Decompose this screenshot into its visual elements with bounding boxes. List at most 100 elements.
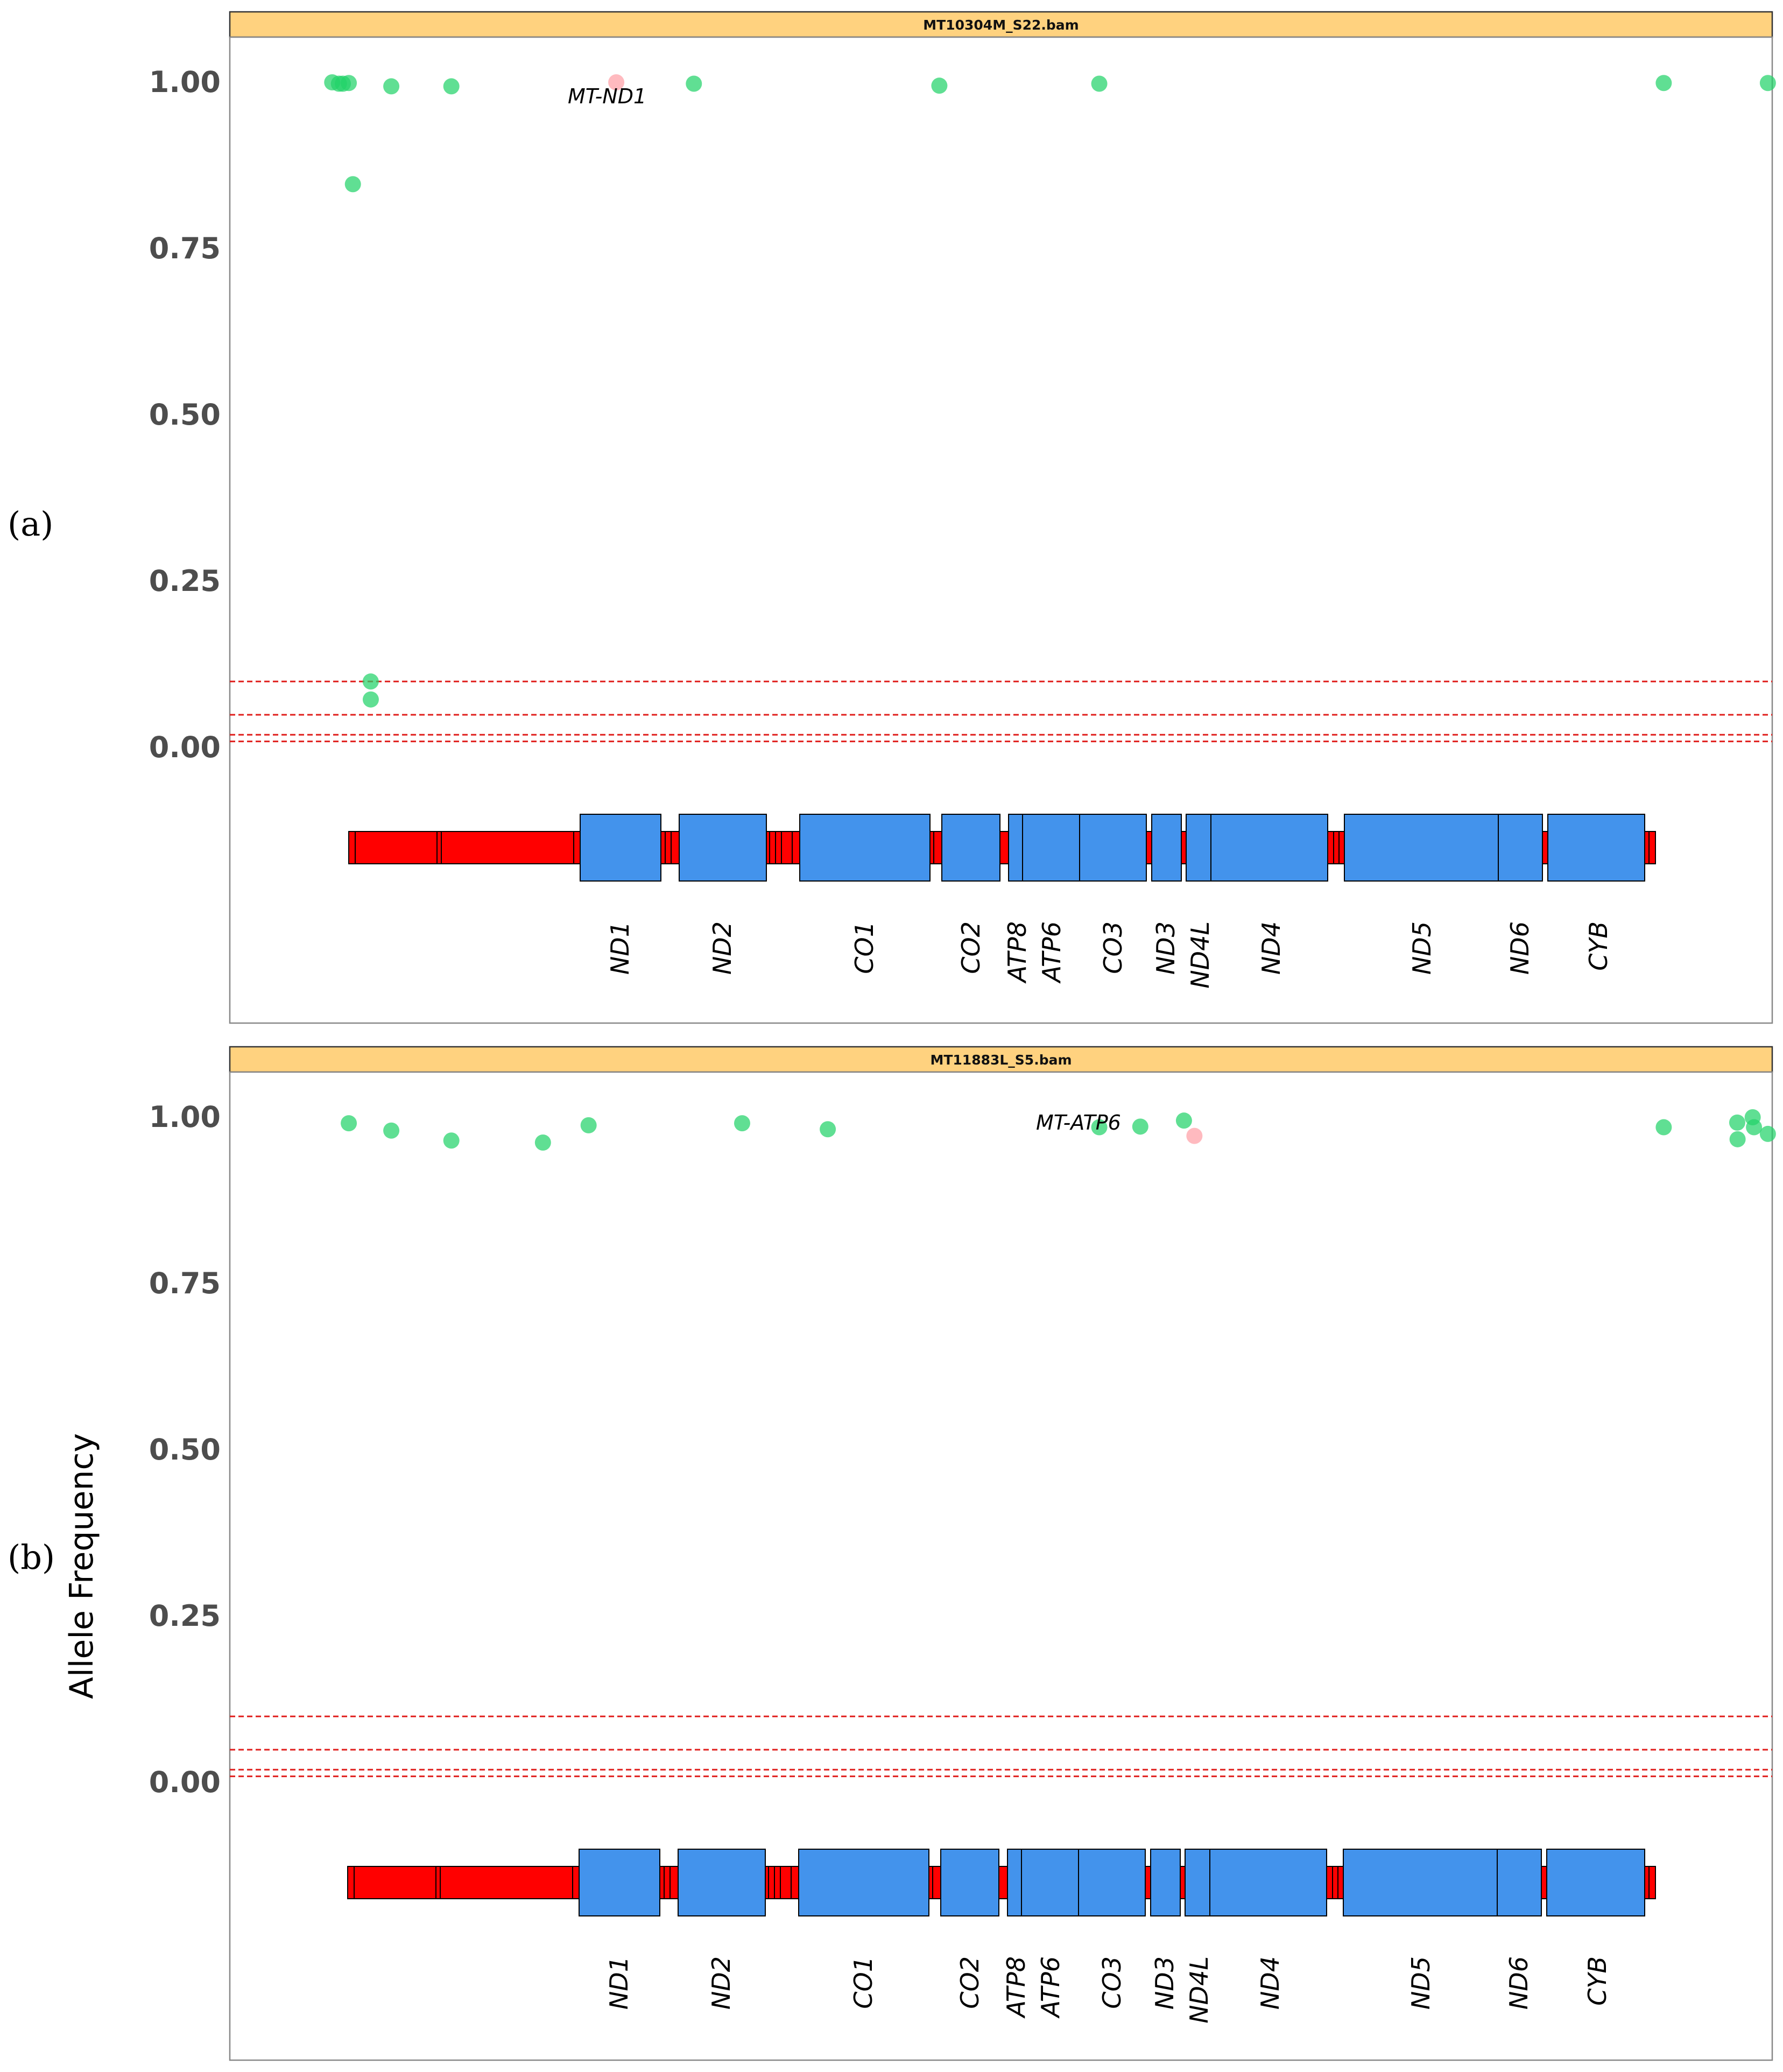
gene-label-nd1: ND1 bbox=[605, 921, 635, 975]
gene-label-atp6: ATP6 bbox=[1037, 921, 1066, 984]
gene-box-cyb bbox=[1546, 1849, 1645, 1916]
annotations-b: MT-ATP6 bbox=[1036, 1111, 1121, 1134]
panel-b-tag: (b) bbox=[8, 1538, 55, 1577]
variant-point bbox=[1759, 1125, 1776, 1142]
gene-label-nd5: ND5 bbox=[1407, 921, 1436, 975]
variant-point bbox=[1655, 75, 1672, 91]
gene-label-nd3: ND3 bbox=[1150, 1956, 1179, 2010]
gene-label-atp8: ATP8 bbox=[1003, 921, 1032, 984]
gene-box-co3 bbox=[1078, 1849, 1146, 1916]
gene-box-nd4l bbox=[1185, 1849, 1210, 1916]
gene-box-atp8 bbox=[1007, 1849, 1022, 1916]
points-b bbox=[341, 1109, 1776, 1151]
variant-point bbox=[534, 1134, 551, 1151]
gene-box-nd4 bbox=[1210, 814, 1328, 882]
y-tick-label: 0.25 bbox=[149, 564, 221, 598]
gene-label-cyb: CYB bbox=[1583, 1956, 1612, 2006]
variant-annotation: MT-ND1 bbox=[568, 84, 646, 108]
gene-label-nd2: ND2 bbox=[708, 921, 737, 975]
y-tick-label: 0.00 bbox=[149, 1765, 221, 1799]
gene-box-nd4 bbox=[1209, 1849, 1327, 1916]
strip-title-b: MT11883L_S5.bam bbox=[930, 1052, 1072, 1068]
gene-box-nd1 bbox=[579, 1849, 660, 1916]
y-axis-a: 0.00 0.25 0.50 0.75 1.00 bbox=[149, 65, 221, 764]
gene-box-nd5 bbox=[1343, 1849, 1498, 1916]
gene-box-nd4l bbox=[1186, 814, 1211, 882]
gene-label-co3: CO3 bbox=[1098, 921, 1127, 974]
strip-title-a: MT10304M_S22.bam bbox=[923, 17, 1079, 33]
variant-point bbox=[1132, 1118, 1148, 1135]
gene-box-co2 bbox=[941, 814, 1000, 882]
y-tick-label: 1.00 bbox=[149, 65, 221, 99]
variant-point bbox=[341, 75, 357, 91]
y-axis-b: 0.00 0.25 0.50 0.75 1.00 bbox=[149, 1100, 221, 1799]
variant-point bbox=[344, 176, 361, 193]
gene-box-nd6 bbox=[1498, 814, 1543, 882]
gene-box-atp8 bbox=[1008, 814, 1023, 882]
panel-a-tag: (a) bbox=[8, 504, 53, 544]
gene-label-nd2: ND2 bbox=[707, 1956, 736, 2010]
y-tick-label: 0.50 bbox=[149, 398, 221, 432]
variant-point bbox=[341, 1115, 357, 1132]
y-tick-label: 0.75 bbox=[149, 1266, 221, 1300]
gene-box-co2 bbox=[940, 1849, 999, 1916]
y-axis-label: Allele Frequency bbox=[63, 1433, 101, 1699]
gene-label-nd5: ND5 bbox=[1406, 1956, 1435, 2010]
gene-labels-b: ND1 ND2 CO1 CO2 ATP8 ATP6 CO3 ND3 ND4L N… bbox=[604, 1956, 1612, 2024]
highlighted-variant-point bbox=[608, 74, 625, 90]
gene-label-co2: CO2 bbox=[956, 921, 985, 974]
gene-box-cyb bbox=[1547, 814, 1645, 882]
gene-label-atp8: ATP8 bbox=[1002, 1956, 1031, 2019]
gene-label-co3: CO3 bbox=[1097, 1956, 1126, 2009]
variant-point bbox=[362, 673, 379, 690]
gene-box-co1 bbox=[798, 1849, 929, 1916]
gene-label-cyb: CYB bbox=[1584, 921, 1613, 971]
gene-box-nd2 bbox=[678, 1849, 766, 1916]
genome-map-a bbox=[348, 814, 1656, 882]
gene-label-co1: CO1 bbox=[850, 921, 879, 974]
variant-point bbox=[443, 1132, 460, 1149]
y-tick-label: 0.50 bbox=[149, 1433, 221, 1467]
gene-label-nd4: ND4 bbox=[1257, 921, 1286, 975]
strip-b bbox=[229, 1046, 1773, 1073]
gene-label-nd6: ND6 bbox=[1504, 1956, 1533, 2010]
variant-point bbox=[734, 1115, 750, 1132]
variant-point bbox=[1746, 1119, 1763, 1136]
gene-box-atp6 bbox=[1022, 814, 1080, 882]
gene-label-co1: CO1 bbox=[849, 1956, 878, 2009]
gene-label-nd4l: ND4L bbox=[1185, 1956, 1214, 2024]
gene-label-nd3: ND3 bbox=[1151, 921, 1180, 975]
variant-point bbox=[1091, 1119, 1108, 1136]
genome-map-b bbox=[347, 1849, 1656, 1916]
gene-label-atp6: ATP6 bbox=[1036, 1956, 1065, 2019]
variant-point bbox=[1729, 1114, 1745, 1131]
gene-box-nd3 bbox=[1151, 814, 1182, 882]
variant-point bbox=[443, 78, 460, 95]
highlighted-variant-point bbox=[1186, 1127, 1203, 1144]
gene-label-nd6: ND6 bbox=[1505, 921, 1534, 975]
strip-a bbox=[229, 11, 1773, 38]
variant-point bbox=[686, 75, 702, 92]
gene-box-nd6 bbox=[1497, 1849, 1542, 1916]
gene-box-atp6 bbox=[1021, 1849, 1079, 1916]
y-tick-label: 1.00 bbox=[149, 1100, 221, 1134]
variant-point bbox=[383, 78, 400, 95]
variant-point bbox=[362, 691, 379, 708]
gene-box-nd3 bbox=[1150, 1849, 1181, 1916]
variant-point bbox=[1729, 1131, 1746, 1147]
gene-box-co1 bbox=[799, 814, 931, 882]
variant-point bbox=[820, 1121, 836, 1138]
y-tick-label: 0.00 bbox=[149, 730, 221, 764]
panel-b: (b) MT11883L_S5.bam 0.00 0.25 0.50 0.75 … bbox=[8, 1046, 1776, 2061]
variant-point bbox=[1655, 1119, 1672, 1136]
gene-labels-a: ND1 ND2 CO1 CO2 ATP8 ATP6 CO3 ND3 ND4L N… bbox=[605, 921, 1613, 989]
gene-label-nd4l: ND4L bbox=[1186, 921, 1215, 989]
panel-a: (a) MT10304M_S22.bam 0.00 0.25 0.50 0.75… bbox=[8, 11, 1776, 1024]
gene-label-nd4: ND4 bbox=[1256, 1956, 1285, 2010]
gene-box-co3 bbox=[1079, 814, 1147, 882]
threshold-lines-b bbox=[230, 1715, 1772, 1778]
y-tick-label: 0.25 bbox=[149, 1599, 221, 1633]
gene-box-nd1 bbox=[580, 814, 661, 882]
variant-point bbox=[931, 77, 948, 94]
